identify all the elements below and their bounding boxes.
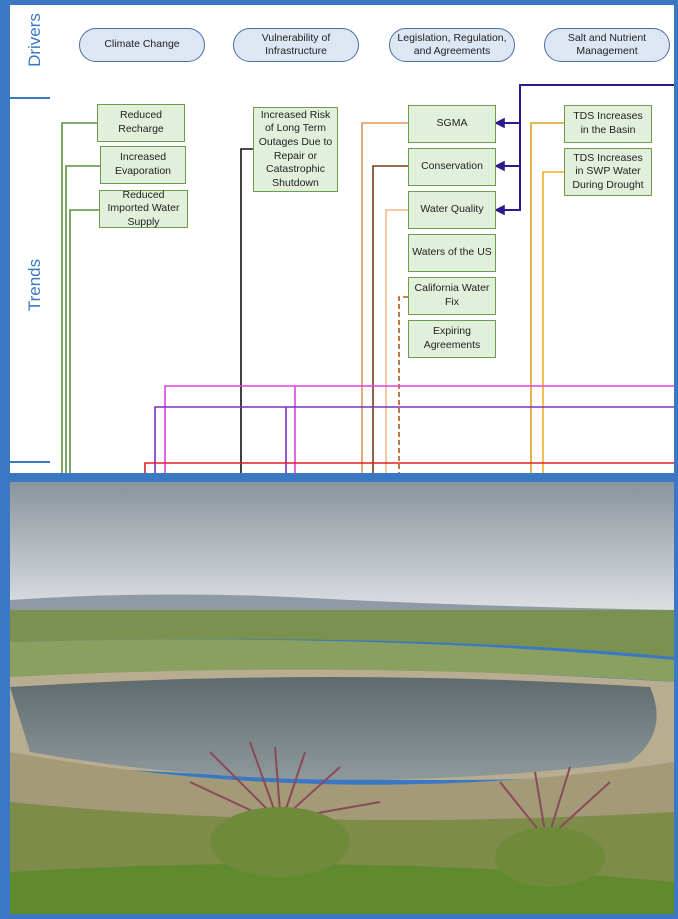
reservoir-photo bbox=[10, 482, 674, 914]
photo bbox=[10, 482, 674, 914]
trend-box: TDS Increases in SWP Water During Drough… bbox=[564, 148, 652, 196]
trend-box: Increased Evaporation bbox=[100, 146, 186, 184]
trend-box: Increased Risk of Long Term Outages Due … bbox=[253, 107, 338, 192]
trend-box: Waters of the US bbox=[408, 234, 496, 272]
driver-pill: Vulnerability of Infrastructure bbox=[233, 28, 359, 62]
trend-box: SGMA bbox=[408, 105, 496, 143]
driver-pill: Climate Change bbox=[79, 28, 205, 62]
page: Drivers Trends Climate Change Vulnerabil… bbox=[0, 0, 678, 919]
connectors bbox=[10, 5, 674, 473]
trend-box: Reduced Recharge bbox=[97, 104, 185, 142]
trend-box: California Water Fix bbox=[408, 277, 496, 315]
side-label: Drivers bbox=[25, 5, 45, 80]
diagram: Drivers Trends Climate Change Vulnerabil… bbox=[10, 5, 674, 473]
driver-pill: Legislation, Regulation, and Agreements bbox=[389, 28, 515, 62]
trend-box: Reduced Imported Water Supply bbox=[99, 190, 188, 228]
trend-box: Conservation bbox=[408, 148, 496, 186]
trend-box: TDS Increases in the Basin bbox=[564, 105, 652, 143]
trend-box: Expiring Agreements bbox=[408, 320, 496, 358]
trend-box: Water Quality bbox=[408, 191, 496, 229]
driver-pill: Salt and Nutrient Management bbox=[544, 28, 670, 62]
side-label: Trends bbox=[25, 245, 45, 325]
